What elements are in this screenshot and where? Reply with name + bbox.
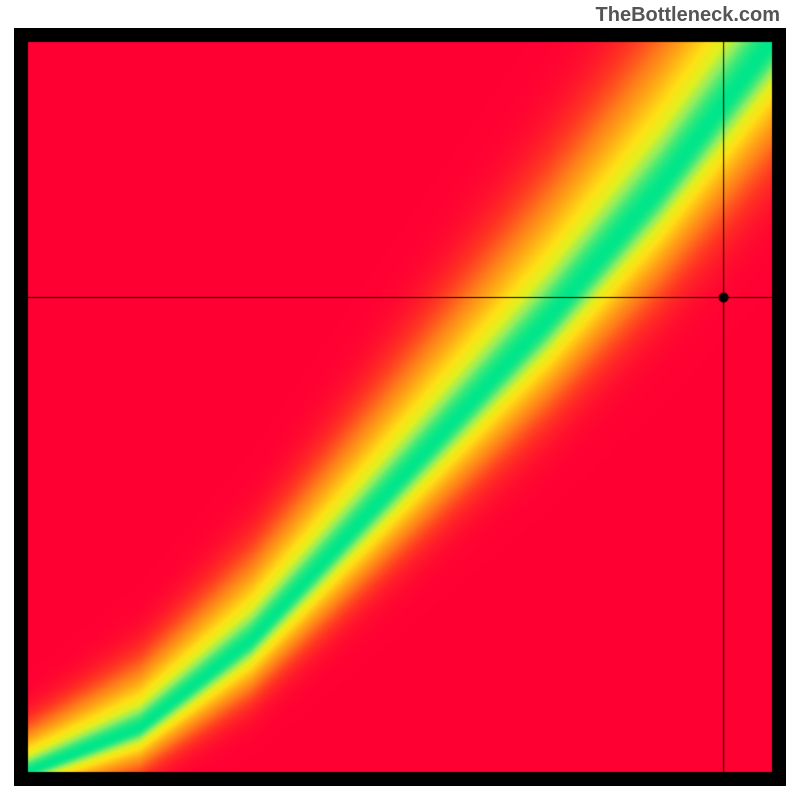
- heatmap-canvas: [14, 28, 786, 786]
- bottleneck-heatmap: [14, 28, 786, 786]
- watermark-text: TheBottleneck.com: [596, 4, 780, 27]
